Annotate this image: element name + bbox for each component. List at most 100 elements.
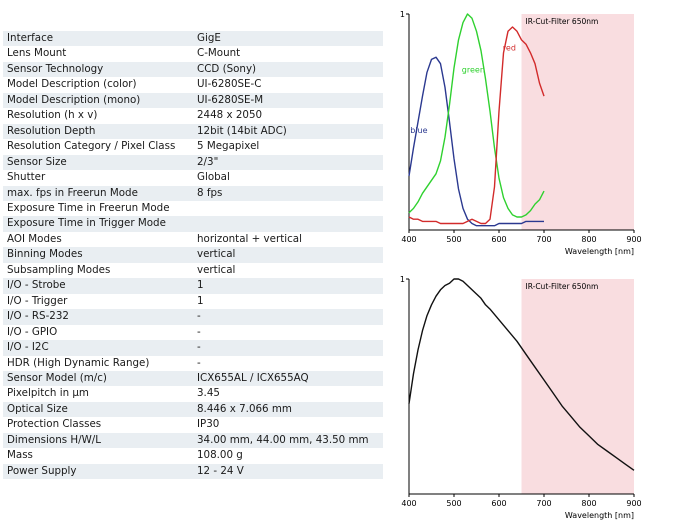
spec-row: Exposure Time in Trigger Mode: [3, 216, 383, 232]
spec-row: AOI Modes horizontal + vertical: [3, 231, 383, 248]
spec-row: Mass 108.00 g: [3, 448, 383, 464]
spec-value: 12bit (14bit ADC): [197, 124, 287, 137]
spec-label: Pixelpitch in µm: [7, 387, 89, 400]
spec-value: IP30: [197, 418, 220, 431]
spec-row: Shutter Global: [3, 170, 383, 186]
spectral-chart-color: 1 400 500 600 700 800 900 Wavelength [nm] IR-Cut…: [400, 10, 642, 256]
spec-label: Interface: [7, 32, 54, 44]
spec-value: Global: [197, 171, 230, 184]
x-tick-label: 500: [446, 235, 461, 244]
spec-value: 8.446 x 7.066 mm: [197, 402, 292, 415]
ir-cut-filter-region: [521, 14, 634, 230]
mono-series-line: [408, 278, 635, 471]
spec-value: C-Mount: [197, 47, 241, 60]
spec-value: vertical: [197, 248, 236, 261]
spec-row: Subsampling Modes vertical: [3, 262, 383, 279]
spec-row: I/O - RS-232 -: [3, 309, 383, 325]
x-axis-label: Wavelength [nm]: [565, 247, 634, 256]
spec-label: Resolution (h x v): [7, 109, 98, 122]
x-tick-label: 400: [401, 499, 416, 508]
spec-row: Model Description (mono) UI-6280SE-M: [3, 92, 383, 109]
spec-value: UI-6280SE-C: [197, 78, 262, 91]
y-tick-label: 1: [400, 275, 405, 284]
spec-label: Resolution Category / Pixel Class: [7, 140, 176, 153]
spec-value: 108.00 g: [197, 449, 243, 462]
x-tick-label: 900: [626, 235, 641, 244]
spec-row: Lens Mount C-Mount: [3, 46, 383, 62]
spec-label: Shutter: [7, 171, 46, 184]
spec-label: I/O - Strobe: [7, 279, 66, 292]
spec-label: AOI Modes: [7, 232, 62, 245]
spec-value: 8 fps: [197, 186, 223, 199]
spec-label: Subsampling Modes: [7, 263, 111, 276]
spec-label: Model Description (color): [7, 78, 137, 91]
spec-label: Mass: [7, 449, 33, 462]
spec-value: 5 Megapixel: [197, 140, 260, 153]
x-axis-label: Wavelength [nm]: [565, 511, 634, 520]
spec-row: HDR (High Dynamic Range) -: [3, 355, 383, 371]
spec-row: Sensor Size 2/3": [3, 154, 383, 171]
spec-row: Power Supply 12 - 24 V: [3, 463, 383, 480]
spec-row: Optical Size 8.446 x 7.066 mm: [3, 401, 383, 418]
spectral-chart-mono: 1 400 500 600 700 800 900 Wavelength [nm] IR-Cut…: [400, 275, 642, 520]
spec-value: vertical: [197, 263, 236, 276]
spec-value: horizontal + vertical: [197, 232, 302, 245]
spec-label: I/O - GPIO: [7, 325, 58, 338]
red-series-label: red: [503, 44, 516, 53]
spec-row: max. fps in Freerun Mode 8 fps: [3, 185, 383, 201]
x-tick-label: 800: [581, 499, 596, 508]
spec-label: Sensor Model (m/c): [7, 371, 107, 384]
spec-row: Sensor Technology CCD (Sony): [3, 61, 383, 78]
spec-value: 1: [197, 294, 204, 307]
spec-row: Resolution (h x v) 2448 x 2050: [3, 108, 383, 124]
spec-label: Dimensions H/W/L: [7, 433, 101, 446]
ir-cut-filter-label: IR-Cut-Filter 650nm: [526, 282, 599, 291]
spec-row: Pixelpitch in µm 3.45: [3, 386, 383, 402]
spec-row: Sensor Model (m/c) ICX655AL / ICX655AQ: [3, 370, 383, 387]
spec-row: I/O - I2C -: [3, 340, 383, 356]
spec-label: Power Supply: [7, 464, 77, 477]
spec-label: Optical Size: [7, 402, 68, 415]
spec-row: Protection Classes IP30: [3, 417, 383, 433]
spec-label: Binning Modes: [7, 248, 83, 261]
spec-label: HDR (High Dynamic Range): [7, 356, 150, 369]
x-tick-label: 700: [536, 235, 551, 244]
spec-row: I/O - Strobe 1: [3, 278, 383, 294]
spec-value: -: [197, 325, 201, 338]
spec-label: I/O - I2C: [7, 341, 49, 354]
spec-value: 3.45: [197, 387, 220, 400]
spec-value: -: [197, 356, 201, 369]
spec-row: I/O - GPIO -: [3, 324, 383, 341]
red-series-line: [408, 26, 545, 225]
spec-row: Binning Modes vertical: [3, 247, 383, 263]
blue-series-label: blue: [410, 126, 427, 135]
spec-label: max. fps in Freerun Mode: [7, 186, 138, 199]
spec-row: Interface GigE: [3, 31, 383, 47]
x-tick-label: 600: [491, 499, 506, 508]
spec-label: Sensor Size: [7, 155, 67, 168]
spec-value: CCD (Sony): [197, 62, 257, 75]
spec-value: ICX655AL / ICX655AQ: [197, 371, 309, 384]
spec-value: 12 - 24 V: [197, 464, 244, 477]
ir-cut-filter-region: [521, 279, 634, 494]
spec-row: Dimensions H/W/L 34.00 mm, 44.00 mm, 43.5…: [3, 432, 383, 449]
spec-label: Exposure Time in Freerun Mode: [7, 201, 170, 214]
spec-label: Exposure Time in Trigger Mode: [7, 217, 166, 230]
blue-series-line: [408, 56, 544, 227]
spec-label: Lens Mount: [7, 47, 67, 60]
spec-label: Sensor Technology: [7, 62, 104, 75]
spec-value: GigE: [197, 32, 221, 44]
spec-label: Model Description (mono): [7, 93, 141, 106]
ir-cut-filter-label: IR-Cut-Filter 650nm: [526, 17, 599, 26]
x-tick-label: 700: [536, 499, 551, 508]
y-tick-label: 1: [400, 10, 405, 19]
x-tick-label: 800: [581, 235, 596, 244]
x-tick-label: 500: [446, 499, 461, 508]
spec-row: I/O - Trigger 1: [3, 293, 383, 310]
spec-body: Interface GigE Lens Mount C-Mount Sensor Tec…: [3, 31, 383, 480]
x-tick-label: 600: [491, 235, 506, 244]
green-series-line: [408, 13, 545, 218]
spec-row: Model Description (color) UI-6280SE-C: [3, 77, 383, 93]
spec-row: Exposure Time in Freerun Mode: [3, 200, 383, 217]
spec-row: Resolution Depth 12bit (14bit ADC): [3, 123, 383, 140]
